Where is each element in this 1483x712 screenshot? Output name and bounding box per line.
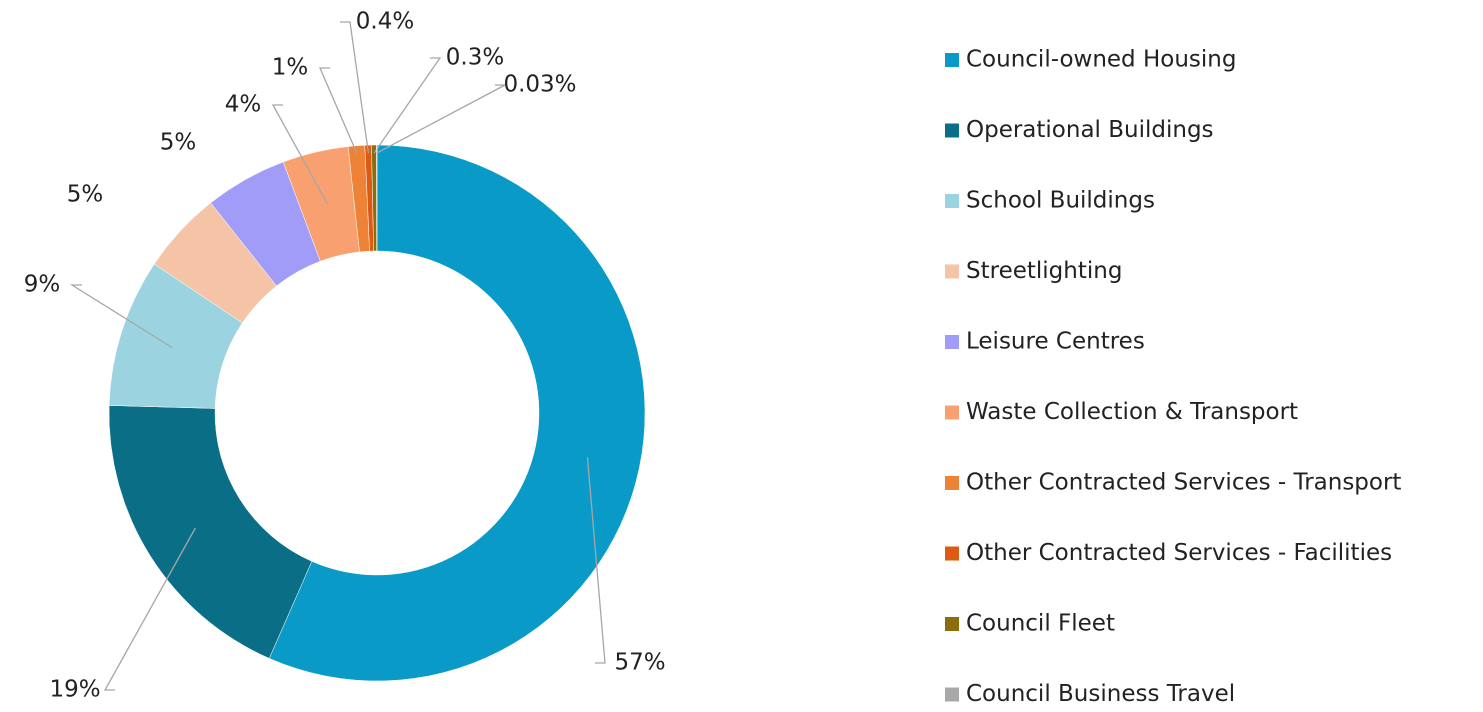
data-label: 0.03%: [503, 72, 576, 98]
data-label: 0.4%: [356, 9, 414, 35]
legend-swatch: [945, 546, 959, 561]
legend-swatch: [945, 123, 959, 138]
data-label: 4%: [225, 92, 262, 118]
data-label: 5%: [67, 182, 104, 208]
data-label: 1%: [272, 55, 309, 81]
legend-label: Council Fleet: [966, 611, 1115, 637]
leader-line: [376, 84, 506, 154]
legend-label: Leisure Centres: [966, 329, 1145, 355]
legend-label: Operational Buildings: [966, 117, 1214, 143]
legend-swatch: [945, 617, 959, 631]
legend-label: Streetlighting: [966, 258, 1122, 284]
data-label: 9%: [24, 272, 61, 298]
legend-swatch: [945, 53, 959, 67]
legend-swatch: [945, 687, 959, 702]
legend-swatch: [945, 476, 959, 490]
legend-label: Council Business Travel: [966, 681, 1235, 707]
legend-label: Other Contracted Services - Facilities: [966, 540, 1392, 566]
legend-swatch: [945, 264, 959, 279]
legend-swatch: [945, 194, 959, 208]
legend-swatch: [945, 335, 959, 349]
leader-line: [586, 457, 606, 664]
data-label: 0.3%: [446, 45, 504, 71]
legend-swatch: [945, 405, 959, 420]
data-label: 5%: [160, 130, 197, 156]
leader-line: [319, 67, 358, 155]
legend-label: Council-owned Housing: [966, 47, 1236, 73]
leader-line: [103, 527, 196, 691]
legend-label: Waste Collection & Transport: [966, 399, 1298, 425]
leader-line: [340, 21, 370, 154]
leader-line: [373, 57, 442, 154]
leader-line: [271, 104, 328, 205]
legend-label: School Buildings: [966, 188, 1155, 214]
leader-line: [69, 284, 173, 349]
data-label: 57%: [614, 650, 665, 676]
donut-slice: [376, 144, 378, 252]
donut-slice: [268, 144, 646, 682]
data-label: 19%: [49, 677, 100, 703]
donut-slice: [108, 405, 313, 659]
legend-label: Other Contracted Services - Transport: [966, 470, 1401, 496]
